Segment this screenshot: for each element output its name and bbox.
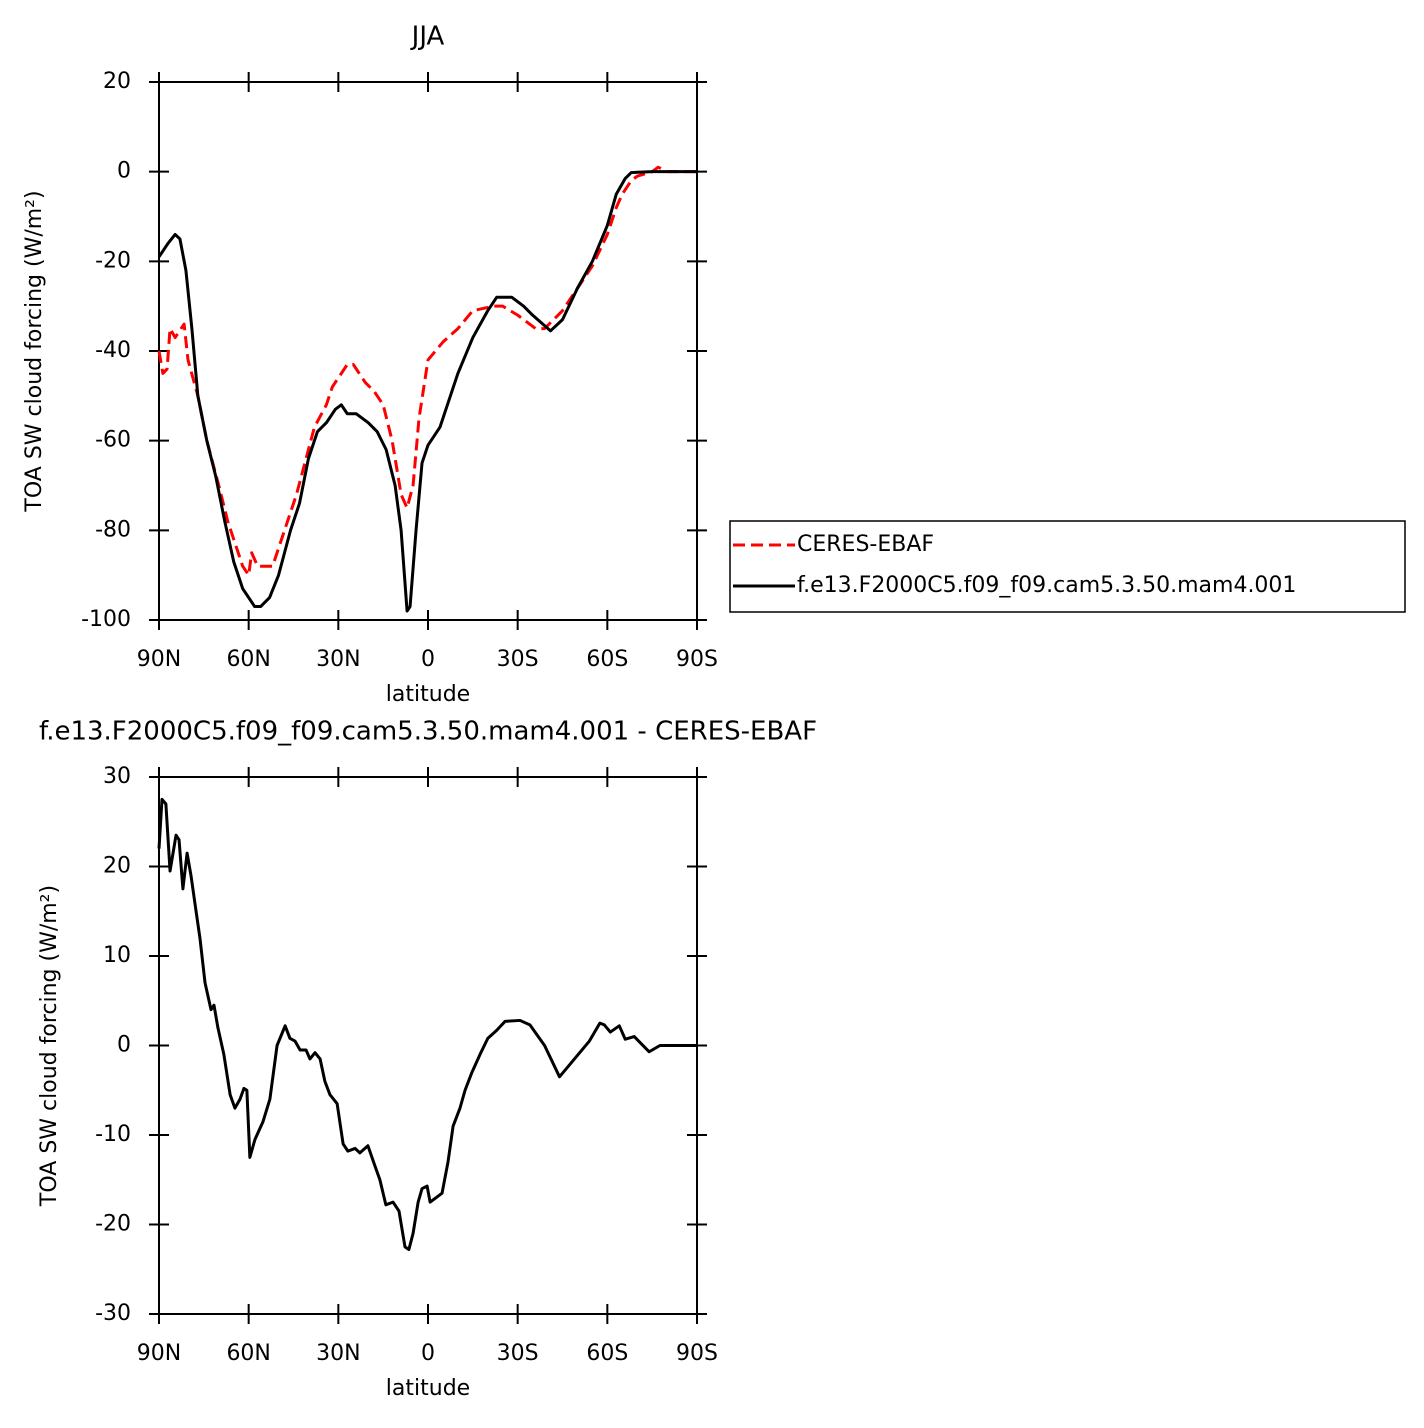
x-tick-label: 30S (497, 1341, 539, 1366)
legend-box (729, 520, 1406, 613)
y-tick-label: -60 (95, 428, 131, 453)
y-axis-label: TOA SW cloud forcing (W/m²) (37, 885, 62, 1207)
y-tick-label: -10 (95, 1122, 131, 1147)
y-tick-label: 20 (103, 69, 131, 94)
y-tick-label: -20 (95, 1212, 131, 1237)
legend-label: f.e13.F2000C5.f09_f09.cam5.3.50.mam4.001 (797, 573, 1296, 598)
x-tick-label: 60N (226, 1341, 270, 1366)
y-tick-label: 30 (103, 764, 131, 789)
y-tick-label: 0 (117, 159, 131, 184)
y-tick-label: -30 (95, 1301, 131, 1326)
y-tick-label: -100 (81, 607, 131, 632)
x-tick-label: 0 (421, 1341, 435, 1366)
y-tick-label: 0 (117, 1033, 131, 1058)
x-tick-label: 30N (316, 1341, 360, 1366)
series-line (157, 165, 697, 577)
x-tick-label: 90S (676, 1341, 718, 1366)
x-tick-label: 60S (586, 1341, 628, 1366)
x-tick-label: 60S (586, 647, 628, 672)
x-tick-label: 60N (226, 647, 270, 672)
y-tick-label: 10 (103, 943, 131, 968)
y-tick-label: 20 (103, 854, 131, 879)
x-tick-label: 30N (316, 647, 360, 672)
x-tick-label: 90S (676, 647, 718, 672)
x-axis-label: latitude (386, 1376, 470, 1401)
x-tick-label: 30S (497, 647, 539, 672)
y-tick-label: -80 (95, 517, 131, 542)
x-tick-label: 90N (137, 647, 181, 672)
series-line (157, 170, 697, 613)
chart-title: f.e13.F2000C5.f09_f09.cam5.3.50.mam4.001… (39, 717, 817, 747)
plot-frame (158, 776, 698, 1315)
y-tick-label: -20 (95, 248, 131, 273)
series-line (157, 797, 697, 1252)
x-axis-label: latitude (386, 682, 470, 707)
plot-frame (158, 81, 698, 621)
y-axis-label: TOA SW cloud forcing (W/m²) (22, 190, 47, 512)
chart-title: JJA (410, 22, 445, 52)
y-tick-label: -40 (95, 338, 131, 363)
x-tick-label: 90N (137, 1341, 181, 1366)
legend-label: CERES-EBAF (797, 532, 934, 557)
x-tick-label: 0 (421, 647, 435, 672)
